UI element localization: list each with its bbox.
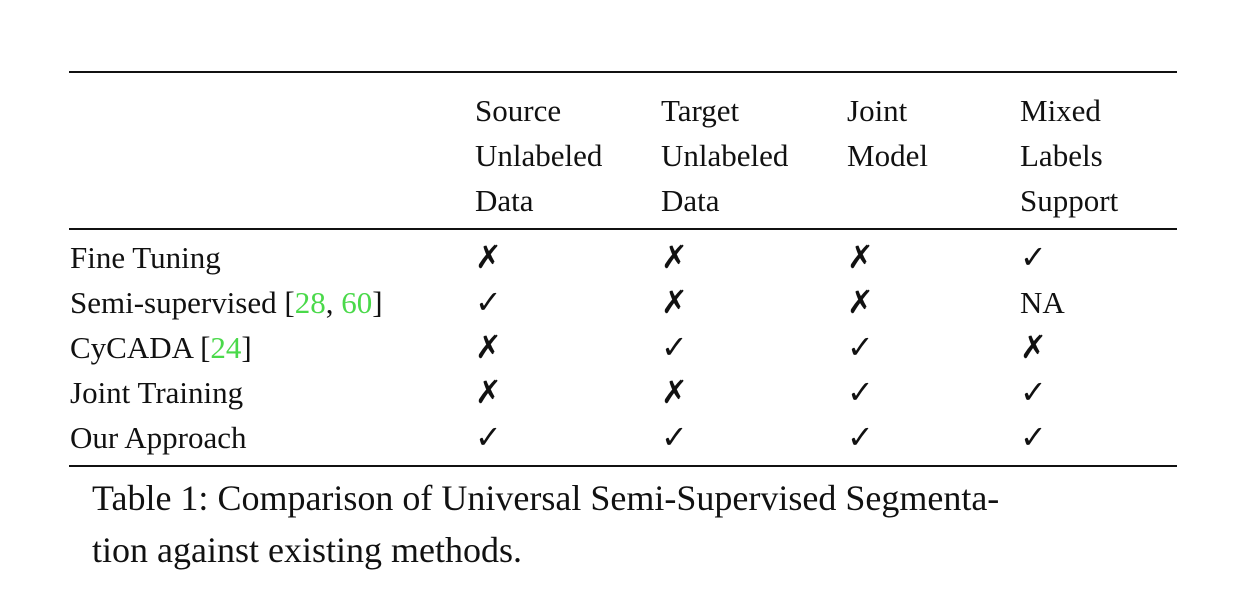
ref-bracket: [	[284, 285, 295, 320]
cell-target-unlabeled: ✗	[661, 374, 688, 410]
method-label: Joint Training	[70, 375, 244, 410]
ref-separator: ,	[325, 285, 342, 320]
cell-target-unlabeled: ✓	[661, 419, 688, 455]
header-line: Joint	[847, 93, 908, 128]
header-line: Support	[1020, 183, 1119, 218]
method-label: Semi-supervised	[70, 285, 285, 320]
cell-joint-model: ✓	[847, 329, 874, 365]
method-label: Our Approach	[70, 420, 247, 455]
header-line: Source	[475, 93, 562, 128]
header-line: Unlabeled	[475, 138, 603, 173]
cell-mixed-labels: ✗	[1020, 329, 1047, 365]
cell-source-unlabeled: ✗	[475, 329, 502, 365]
header-joint-model: Joint Model	[847, 88, 928, 178]
header-line: Data	[661, 183, 720, 218]
cell-joint-model: ✓	[847, 419, 874, 455]
table-row: CyCADA [24] ✗ ✓ ✓ ✗	[0, 325, 1248, 370]
cell-mixed-labels: ✓	[1020, 374, 1047, 410]
cell-source-unlabeled: ✓	[475, 419, 502, 455]
method-label: CyCADA	[70, 330, 201, 365]
table-caption: Table 1: Comparison of Universal Semi-Su…	[92, 472, 1152, 576]
header-source-unlabeled-data: Source Unlabeled Data	[475, 88, 602, 223]
cell-mixed-labels: ✓	[1020, 239, 1047, 275]
table-row: Joint Training ✗ ✗ ✓ ✓	[0, 370, 1248, 415]
method-name: Fine Tuning	[70, 235, 221, 280]
cell-joint-model: ✗	[847, 239, 874, 275]
table-row: Fine Tuning ✗ ✗ ✗ ✓	[0, 235, 1248, 280]
table-row: Our Approach ✓ ✓ ✓ ✓	[0, 415, 1248, 460]
method-name: Our Approach	[70, 415, 246, 460]
cell-joint-model: ✓	[847, 374, 874, 410]
method-name: CyCADA [24]	[70, 325, 252, 370]
header-line: Model	[847, 138, 928, 173]
ref-bracket: [	[200, 330, 211, 365]
method-name: Semi-supervised [28, 60]	[70, 280, 383, 325]
citation-link[interactable]: 24	[210, 330, 242, 365]
cell-target-unlabeled: ✓	[661, 329, 688, 365]
header-line: Labels	[1020, 138, 1103, 173]
cell-target-unlabeled: ✗	[661, 239, 688, 275]
table-top-rule	[69, 71, 1177, 73]
method-label: Fine Tuning	[70, 240, 221, 275]
header-target-unlabeled-data: Target Unlabeled Data	[661, 88, 788, 223]
cell-mixed-labels: ✓	[1020, 419, 1047, 455]
caption-line: tion against existing methods.	[92, 530, 522, 570]
cell-mixed-labels: NA	[1020, 285, 1065, 320]
table-header-rule	[69, 228, 1177, 230]
cell-joint-model: ✗	[847, 284, 874, 320]
cell-source-unlabeled: ✗	[475, 239, 502, 275]
header-line: Data	[475, 183, 534, 218]
cell-source-unlabeled: ✗	[475, 374, 502, 410]
header-line: Mixed	[1020, 93, 1101, 128]
citation-link[interactable]: 28	[294, 285, 326, 320]
cell-target-unlabeled: ✗	[661, 284, 688, 320]
ref-bracket: ]	[372, 285, 383, 320]
table-bottom-rule	[69, 465, 1177, 467]
header-mixed-labels-support: Mixed Labels Support	[1020, 88, 1118, 223]
method-name: Joint Training	[70, 370, 243, 415]
header-line: Unlabeled	[661, 138, 789, 173]
cell-source-unlabeled: ✓	[475, 284, 502, 320]
header-line: Target	[661, 93, 740, 128]
ref-bracket: ]	[241, 330, 252, 365]
table-row: Semi-supervised [28, 60] ✓ ✗ ✗ NA	[0, 280, 1248, 325]
citation-link[interactable]: 60	[341, 285, 373, 320]
caption-line: Table 1: Comparison of Universal Semi-Su…	[92, 478, 1000, 518]
